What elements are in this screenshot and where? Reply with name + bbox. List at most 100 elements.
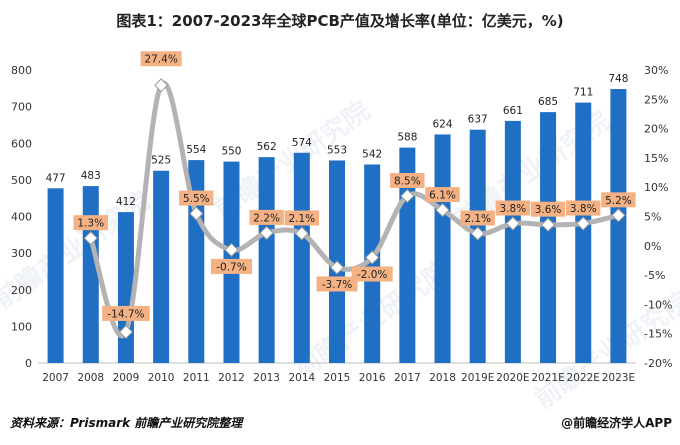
- bar: [47, 188, 64, 363]
- x-tick-label: 2017: [394, 372, 421, 384]
- growth-rate-marker: [189, 206, 204, 221]
- y-left-tick-label: 200: [11, 284, 32, 297]
- x-tick-label: 2023E: [602, 372, 635, 384]
- y-left-tick-label: 600: [11, 137, 32, 150]
- brand-credit: @前瞻经济学人APP: [561, 416, 672, 430]
- bar-value-label: 550: [221, 146, 241, 158]
- x-tick-label: 2011: [183, 372, 210, 384]
- bar-value-label: 574: [292, 137, 312, 149]
- growth-rate-marker: [435, 202, 450, 218]
- growth-rate-marker: [576, 216, 591, 231]
- bar-value-label: 685: [538, 96, 558, 108]
- growth-rate-marker: [118, 324, 134, 340]
- growth-rate-label: 27.4%: [144, 54, 177, 66]
- y-right-tick-label: -10%: [644, 298, 672, 311]
- y-right-tick-label: 15%: [644, 152, 668, 165]
- growth-rate-marker: [611, 208, 626, 223]
- y-left-tick-label: 800: [11, 64, 32, 77]
- growth-rate-label-bg: [140, 51, 182, 67]
- bar-value-label: 483: [81, 170, 101, 182]
- growth-rate-label-bg: [73, 215, 108, 231]
- growth-rate-label-bg: [460, 210, 495, 226]
- growth-rate-label-bg: [284, 210, 320, 226]
- x-tick-label: 2020E: [496, 372, 529, 384]
- x-tick-label: 2016: [359, 372, 386, 384]
- growth-rate-label: 3.8%: [570, 203, 597, 215]
- growth-rate-label: 8.5%: [394, 175, 421, 187]
- bar-value-label: 562: [257, 141, 277, 153]
- growth-rate-label-bg: [179, 190, 214, 206]
- bar-value-label: 542: [362, 148, 382, 160]
- bar-value-label: 525: [151, 155, 171, 167]
- y-left-tick-label: 700: [11, 101, 32, 114]
- growth-rate-marker: [400, 188, 415, 204]
- bar: [610, 89, 627, 364]
- y-left-tick-label: 300: [11, 247, 32, 260]
- growth-rate-marker: [294, 226, 309, 241]
- growth-rate-label-bg: [530, 201, 566, 217]
- bar-value-label: 477: [46, 172, 66, 184]
- growth-rate-marker: [470, 226, 485, 241]
- bar-value-label: 554: [186, 144, 206, 156]
- growth-rate-label: 2.1%: [464, 213, 491, 225]
- growth-rate-marker: [365, 250, 380, 265]
- bar-value-label: 637: [468, 114, 488, 126]
- x-tick-label: 2022E: [567, 372, 600, 384]
- x-tick-label: 2010: [148, 372, 175, 384]
- y-right-tick-label: 10%: [644, 181, 668, 194]
- x-tick-label: 2009: [113, 372, 140, 384]
- y-right-tick-label: -5%: [644, 269, 665, 282]
- y-right-tick-label: -20%: [644, 357, 672, 370]
- growth-rate-label-bg: [316, 276, 358, 292]
- chart-title: 图表1：2007-2023年全球PCB产值及增长率(单位：亿美元，%): [116, 12, 564, 30]
- growth-rate-marker: [154, 78, 169, 93]
- growth-rate-marker: [540, 217, 556, 232]
- growth-rate-label: 1.3%: [77, 218, 104, 230]
- growth-rate-marker: [83, 231, 98, 246]
- growth-rate-marker: [329, 260, 345, 275]
- y-left-tick-label: 500: [11, 174, 32, 187]
- growth-rate-label-bg: [566, 200, 601, 216]
- x-tick-label: 2012: [218, 372, 245, 384]
- bar-value-label: 624: [433, 118, 453, 130]
- growth-rate-label-bg: [425, 187, 460, 203]
- bar-value-label: 748: [608, 73, 628, 85]
- bar-value-label: 412: [116, 196, 136, 208]
- x-tick-label: 2014: [288, 372, 315, 384]
- bar: [117, 212, 134, 363]
- growth-rate-label: 3.8%: [500, 203, 527, 215]
- y-left-tick-label: 400: [11, 211, 32, 224]
- bar: [293, 152, 310, 363]
- growth-rate-label-bg: [102, 305, 150, 321]
- growth-rate-label: -0.7%: [216, 261, 246, 273]
- x-tick-label: 2008: [77, 372, 104, 384]
- x-tick-label: 2021E: [531, 372, 564, 384]
- x-tick-label: 2015: [324, 372, 351, 384]
- growth-rate-label-bg: [390, 172, 425, 188]
- x-tick-label: 2013: [253, 372, 280, 384]
- y-left-tick-label: 0: [25, 357, 32, 370]
- y-right-tick-label: -15%: [644, 328, 672, 341]
- bar: [469, 129, 486, 363]
- growth-rate-label: 6.1%: [429, 190, 456, 202]
- bar-value-label: 711: [573, 87, 593, 99]
- growth-rate-marker: [259, 225, 274, 240]
- y-right-tick-label: 5%: [644, 211, 661, 224]
- growth-rate-label: 5.5%: [183, 193, 210, 205]
- growth-rate-label: 3.6%: [535, 204, 562, 216]
- y-right-tick-label: 30%: [644, 64, 668, 77]
- bar: [82, 186, 99, 363]
- bar: [434, 134, 451, 363]
- x-tick-label: 2018: [429, 372, 456, 384]
- bar: [153, 170, 170, 363]
- growth-rate-label-bg: [601, 192, 636, 208]
- y-left-tick-label: 100: [11, 320, 32, 333]
- bar-value-label: 588: [397, 132, 417, 144]
- growth-rate-label: 2.2%: [253, 212, 280, 224]
- bar: [575, 102, 592, 363]
- y-right-tick-label: 0%: [644, 240, 661, 253]
- growth-rate-marker: [505, 216, 520, 231]
- y-right-tick-label: 25%: [644, 93, 668, 106]
- x-tick-label: 2019E: [461, 372, 494, 384]
